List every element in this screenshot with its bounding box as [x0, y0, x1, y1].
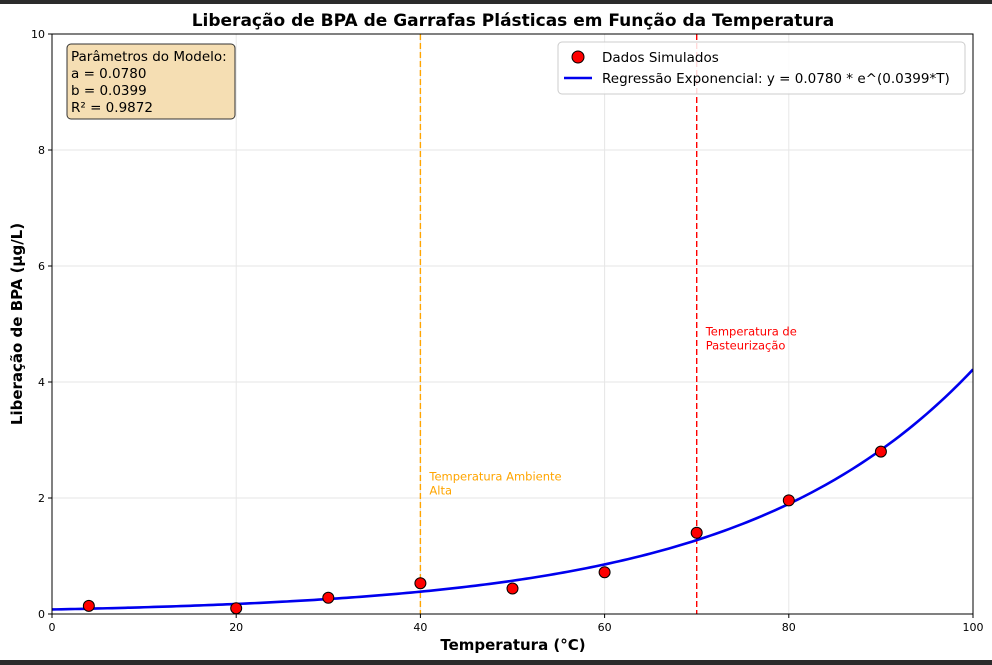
- y-tick-label: 0: [38, 608, 45, 621]
- param-line: b = 0.0399: [71, 83, 147, 99]
- legend-scatter-label: Dados Simulados: [602, 50, 719, 66]
- data-point: [690, 526, 703, 539]
- y-tick-label: 8: [38, 144, 45, 157]
- x-tick-label: 60: [598, 621, 612, 634]
- grid: [51, 33, 974, 615]
- data-point: [82, 599, 95, 612]
- legend-box: [557, 41, 966, 95]
- data-point: [506, 582, 519, 595]
- legend-line-label: Regressão Exponencial: y = 0.0780 * e^(0…: [602, 71, 950, 87]
- x-tick-label: 80: [782, 621, 796, 634]
- plot-frame: [51, 33, 974, 615]
- data-points: [82, 445, 887, 615]
- vline-1-label: Temperatura Ambiente: [428, 470, 561, 484]
- regression-curve: [52, 368, 973, 611]
- vline-2-label: Temperatura de: [705, 325, 797, 339]
- data-point: [782, 494, 795, 507]
- data-point: [414, 577, 427, 590]
- x-tick-label: 40: [413, 621, 427, 634]
- chart-svg: Liberação de BPA de Garrafas Plásticas e…: [8, 11, 984, 654]
- chart-title: Liberação de BPA de Garrafas Plásticas e…: [192, 11, 835, 31]
- params-box-bg: [66, 43, 236, 120]
- x-tick-label: 20: [229, 621, 243, 634]
- param-line: a = 0.0780: [71, 66, 146, 82]
- chart-figure: Liberação de BPA de Garrafas Plásticas e…: [0, 4, 992, 660]
- y-axis-label: Liberação de BPA (µg/L): [8, 223, 26, 425]
- x-tick-label: 0: [49, 621, 56, 634]
- data-point: [322, 591, 335, 604]
- y-tick-label: 2: [38, 492, 45, 505]
- regression-layer: [52, 368, 973, 611]
- vline-1-label: Alta: [429, 484, 452, 498]
- axis-ticks: 0 20 40 60 80 100 0 2 4 6 8 10: [31, 28, 984, 634]
- y-tick-label: 4: [38, 376, 45, 389]
- data-point: [598, 566, 611, 579]
- y-tick-label: 6: [38, 260, 45, 273]
- data-point: [874, 445, 887, 458]
- vline-2-label: Pasteurização: [706, 339, 786, 353]
- x-tick-label: 100: [963, 621, 984, 634]
- param-line: R² = 0.9872: [71, 100, 153, 116]
- x-axis-label: Temperatura (°C): [440, 636, 585, 654]
- y-tick-label: 10: [31, 28, 45, 41]
- legend: Dados Simulados Regressão Exponencial: y …: [557, 41, 966, 95]
- param-line: Parâmetros do Modelo:: [71, 49, 227, 65]
- legend-scatter-marker: [571, 50, 585, 64]
- data-point: [230, 602, 243, 615]
